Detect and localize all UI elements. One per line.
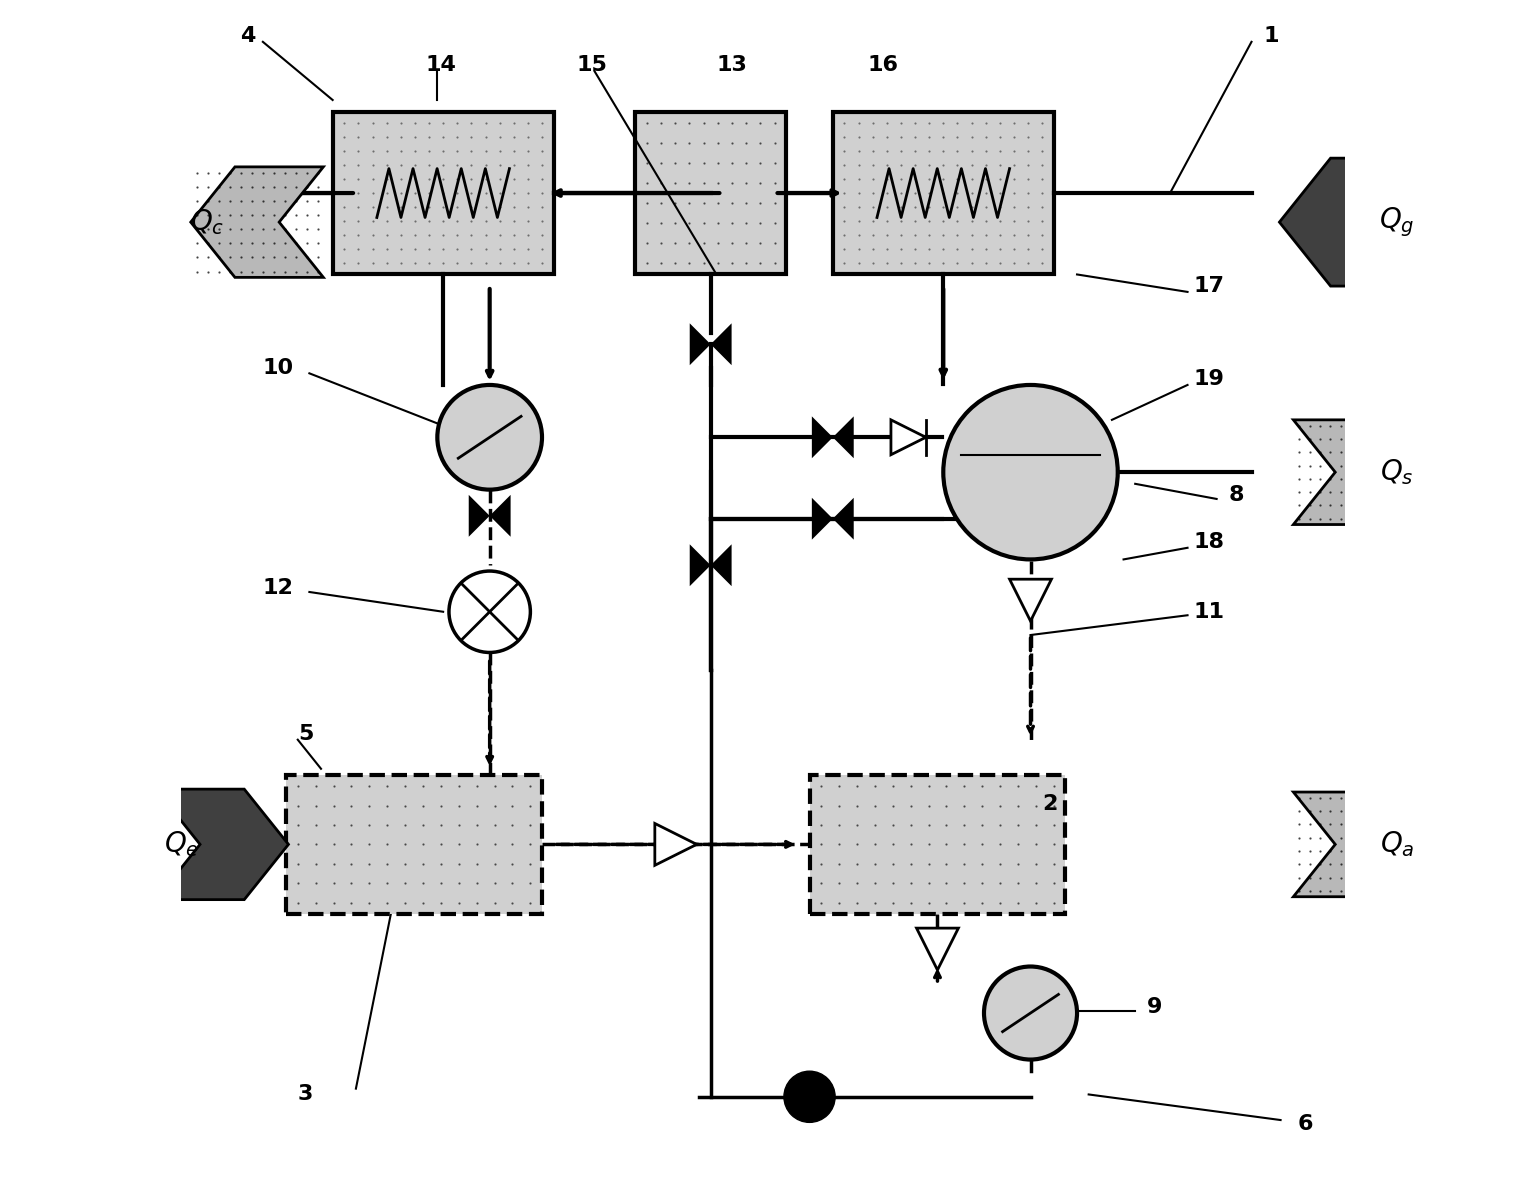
- Circle shape: [449, 571, 531, 652]
- Text: 1: 1: [1264, 26, 1279, 46]
- Text: 10: 10: [262, 358, 295, 378]
- Text: 15: 15: [577, 55, 607, 75]
- Polygon shape: [690, 544, 711, 586]
- Text: 5: 5: [298, 724, 313, 744]
- Text: 3: 3: [298, 1084, 313, 1104]
- Polygon shape: [711, 544, 731, 586]
- Text: 14: 14: [426, 55, 456, 75]
- Text: $Q_c$: $Q_c$: [189, 207, 224, 237]
- Polygon shape: [833, 417, 853, 458]
- Polygon shape: [191, 167, 324, 278]
- Text: 17: 17: [1193, 277, 1224, 297]
- Polygon shape: [690, 324, 711, 365]
- Circle shape: [784, 1071, 835, 1123]
- Polygon shape: [1010, 579, 1051, 621]
- Polygon shape: [812, 417, 833, 458]
- Text: $Q_g$: $Q_g$: [1380, 205, 1415, 239]
- Polygon shape: [917, 929, 958, 970]
- Bar: [635, 112, 786, 274]
- Polygon shape: [891, 420, 926, 454]
- Polygon shape: [711, 324, 731, 365]
- Text: 2: 2: [1042, 793, 1058, 813]
- Polygon shape: [812, 498, 833, 539]
- Polygon shape: [1279, 158, 1433, 286]
- Bar: [809, 774, 1065, 915]
- Polygon shape: [490, 494, 511, 537]
- Polygon shape: [156, 789, 288, 899]
- Polygon shape: [468, 494, 490, 537]
- FancyBboxPatch shape: [333, 112, 554, 274]
- Text: 4: 4: [240, 26, 255, 46]
- Circle shape: [984, 966, 1077, 1059]
- Text: 12: 12: [262, 579, 293, 598]
- Polygon shape: [655, 824, 697, 865]
- Bar: [285, 774, 542, 915]
- FancyBboxPatch shape: [833, 112, 1054, 274]
- Text: $Q_e$: $Q_e$: [163, 830, 198, 859]
- Text: 16: 16: [868, 55, 899, 75]
- Text: 6: 6: [1299, 1113, 1314, 1133]
- Text: 9: 9: [1148, 997, 1163, 1017]
- Text: 19: 19: [1193, 370, 1224, 390]
- Text: $Q_a$: $Q_a$: [1380, 830, 1415, 859]
- Text: 8: 8: [1228, 485, 1244, 505]
- Polygon shape: [1294, 792, 1419, 897]
- Text: 13: 13: [717, 55, 748, 75]
- Text: 18: 18: [1193, 532, 1224, 552]
- Text: $Q_s$: $Q_s$: [1380, 458, 1413, 487]
- Polygon shape: [833, 498, 853, 539]
- Circle shape: [438, 385, 542, 490]
- Circle shape: [943, 385, 1117, 559]
- Text: 11: 11: [1193, 601, 1224, 621]
- Polygon shape: [1294, 420, 1419, 525]
